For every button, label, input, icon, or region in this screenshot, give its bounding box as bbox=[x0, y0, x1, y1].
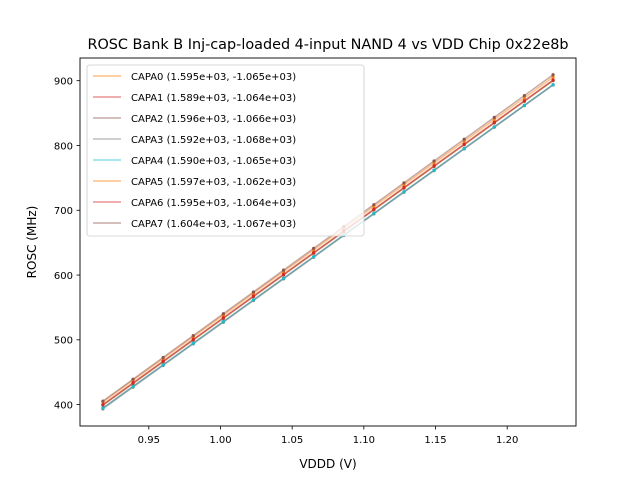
data-point-capa6-12 bbox=[462, 142, 466, 146]
data-point-capa4-2 bbox=[161, 363, 165, 367]
data-point-capa7-11 bbox=[432, 159, 436, 163]
data-point-capa7-10 bbox=[402, 181, 406, 185]
y-tick-label: 600 bbox=[54, 271, 73, 282]
data-point-capa6-6 bbox=[281, 272, 286, 276]
legend-label-capa2: CAPA2 (1.596e+03, -1.066e+03) bbox=[131, 114, 296, 125]
data-point-capa4-3 bbox=[191, 341, 195, 345]
data-point-capa7-4 bbox=[221, 312, 225, 316]
data-point-capa4-5 bbox=[251, 298, 256, 302]
chart-title: ROSC Bank B Inj-cap-loaded 4-input NAND … bbox=[87, 37, 568, 53]
data-point-capa6-7 bbox=[312, 250, 316, 255]
data-point-capa6-14 bbox=[522, 99, 526, 103]
series-line-capa5 bbox=[102, 76, 554, 403]
data-point-capa5-15 bbox=[551, 75, 555, 79]
data-point-capa4-0 bbox=[101, 406, 105, 410]
data-point-capa4-11 bbox=[432, 168, 436, 172]
data-point-capa7-0 bbox=[101, 399, 105, 403]
data-point-capa4-10 bbox=[402, 190, 406, 194]
data-point-capa7-13 bbox=[492, 115, 496, 119]
legend-label-capa3: CAPA3 (1.592e+03, -1.068e+03) bbox=[131, 135, 296, 146]
data-point-capa7-1 bbox=[131, 377, 135, 381]
legend: CAPA0 (1.595e+03, -1.065e+03) CAPA1 (1.58… bbox=[86, 64, 365, 237]
data-point-capa4-6 bbox=[281, 276, 286, 280]
plot-lines bbox=[101, 73, 555, 411]
legend-label-capa7: CAPA7 (1.604e+03, -1.067e+03) bbox=[131, 219, 296, 230]
series-line-capa6 bbox=[102, 79, 554, 406]
data-point-capa4-14 bbox=[522, 103, 526, 107]
legend-label-capa5: CAPA5 (1.597e+03, -1.062e+03) bbox=[131, 177, 296, 188]
data-point-capa7-2 bbox=[161, 355, 165, 360]
data-point-capa7-3 bbox=[191, 334, 195, 338]
data-point-capa7-7 bbox=[312, 246, 316, 250]
x-tick-label: 0.95 bbox=[138, 435, 160, 446]
legend-box bbox=[86, 64, 365, 237]
data-point-capa4-15 bbox=[551, 83, 555, 87]
data-point-capa7-15 bbox=[551, 73, 555, 77]
y-tick-label: 500 bbox=[54, 336, 73, 347]
x-tick-label: 1.10 bbox=[353, 435, 375, 446]
legend-label-capa6: CAPA6 (1.595e+03, -1.064e+03) bbox=[131, 198, 296, 209]
legend-label-capa4: CAPA4 (1.590e+03, -1.065e+03) bbox=[131, 156, 296, 167]
data-point-capa6-3 bbox=[191, 337, 195, 341]
data-point-capa6-2 bbox=[161, 359, 165, 363]
y-tick-label: 800 bbox=[54, 141, 73, 152]
data-point-capa6-9 bbox=[372, 207, 376, 211]
data-point-capa7-9 bbox=[372, 203, 376, 207]
data-point-capa4-9 bbox=[372, 211, 376, 216]
x-axis: 0.95 1.00 1.05 1.10 1.15 1.20 bbox=[138, 426, 518, 446]
x-tick-label: 1.15 bbox=[424, 435, 446, 446]
data-point-capa4-13 bbox=[492, 125, 496, 129]
x-tick-label: 1.05 bbox=[281, 435, 303, 446]
y-tick-label: 400 bbox=[54, 400, 73, 411]
x-tick-label: 1.00 bbox=[209, 435, 231, 446]
legend-label-capa0: CAPA0 (1.595e+03, -1.065e+03) bbox=[131, 72, 296, 83]
data-point-capa6-11 bbox=[432, 164, 436, 168]
legend-label-capa1: CAPA1 (1.589e+03, -1.064e+03) bbox=[131, 93, 296, 104]
x-axis-label: VDDD (V) bbox=[299, 457, 356, 471]
axes-frame bbox=[79, 57, 577, 427]
data-point-capa7-12 bbox=[462, 137, 466, 141]
data-point-capa6-1 bbox=[131, 381, 135, 385]
y-axis-label: ROSC (MHz) bbox=[25, 206, 39, 279]
data-point-capa6-15 bbox=[551, 78, 555, 82]
data-point-capa4-12 bbox=[462, 146, 466, 151]
x-tick-label: 1.20 bbox=[496, 435, 518, 446]
series-line-capa4 bbox=[102, 84, 554, 409]
y-tick-label: 700 bbox=[54, 206, 73, 217]
data-point-capa4-7 bbox=[312, 255, 316, 259]
data-point-capa7-6 bbox=[281, 268, 286, 272]
data-point-capa4-4 bbox=[221, 319, 225, 324]
data-point-capa6-10 bbox=[402, 185, 406, 190]
y-axis: 400 500 600 700 800 900 bbox=[54, 76, 80, 411]
data-point-capa6-0 bbox=[101, 402, 105, 407]
data-point-capa4-1 bbox=[131, 384, 135, 389]
data-point-capa7-14 bbox=[522, 93, 526, 98]
data-point-capa6-5 bbox=[251, 294, 256, 298]
y-tick-label: 900 bbox=[54, 76, 73, 87]
data-point-capa7-5 bbox=[251, 290, 256, 294]
series-line-capa7 bbox=[102, 74, 554, 402]
data-point-capa6-4 bbox=[221, 316, 225, 320]
data-point-capa6-13 bbox=[492, 120, 496, 124]
